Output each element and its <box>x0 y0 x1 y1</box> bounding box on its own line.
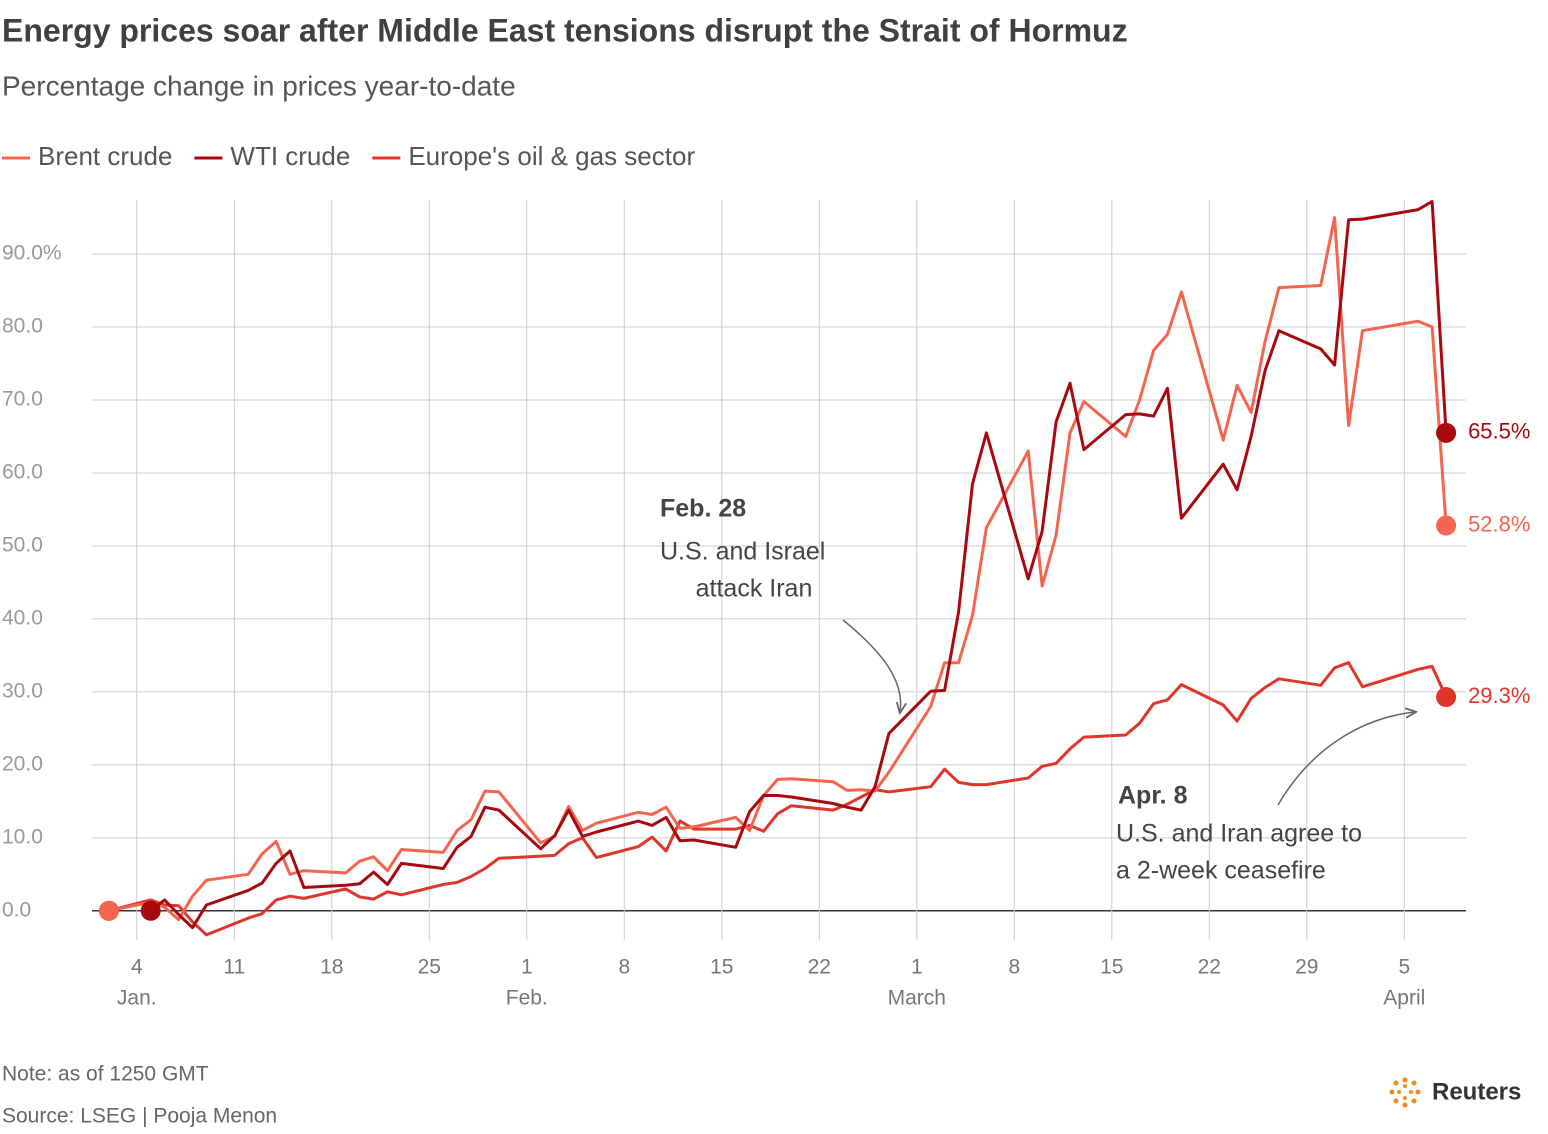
x-tick-label: 8 <box>618 956 630 979</box>
legend-label: Brent crude <box>38 141 172 171</box>
logo-icon <box>1389 1077 1421 1108</box>
annotation-title: Apr. 8 <box>1118 782 1188 810</box>
x-tick-label: 15 <box>1100 956 1123 979</box>
end-label: 65.5% <box>1468 419 1530 444</box>
annotation-title: Feb. 28 <box>660 495 746 523</box>
series-line <box>149 200 1448 930</box>
point-marker <box>1436 515 1457 536</box>
x-month-label: March <box>888 987 946 1010</box>
point-marker <box>1436 422 1457 443</box>
logo: Reuters <box>1432 1078 1521 1105</box>
x-tick-label: 5 <box>1398 956 1410 979</box>
chart-title: Energy prices soar after Middle East ten… <box>2 12 1128 48</box>
annotation-text: U.S. and Iran agree to <box>1116 820 1362 848</box>
y-tick-label: 80.0 <box>2 315 43 338</box>
note: Note: as of 1250 GMT <box>2 1063 209 1086</box>
x-tick-label: 22 <box>1198 956 1221 979</box>
y-tick-label: 90.0% <box>2 242 62 265</box>
series-line <box>108 661 1448 937</box>
chart-subtitle: Percentage change in prices year-to-date <box>2 70 516 101</box>
y-tick-label: 30.0 <box>2 679 43 702</box>
x-month-label: April <box>1383 987 1425 1010</box>
y-tick-label: 0.0 <box>2 898 31 921</box>
end-label: 29.3% <box>1468 683 1530 708</box>
x-tick-label: 4 <box>131 956 143 979</box>
y-tick-label: 40.0 <box>2 606 43 629</box>
point-marker <box>1436 687 1457 708</box>
x-tick-label: 29 <box>1295 956 1318 979</box>
y-tick-label: 10.0 <box>2 825 43 848</box>
legend-label: Europe's oil & gas sector <box>408 141 695 171</box>
y-tick-label: 70.0 <box>2 388 43 411</box>
point-marker <box>98 900 119 921</box>
x-tick-label: 25 <box>418 956 441 979</box>
point-marker <box>140 900 161 921</box>
x-tick-label: 11 <box>223 956 245 979</box>
x-tick-label: 18 <box>320 956 343 979</box>
annotation-arrow <box>842 619 901 712</box>
annotation-arrow <box>1277 712 1415 806</box>
source: Source: LSEG | Pooja Menon <box>2 1105 277 1128</box>
x-month-label: Jan. <box>117 987 157 1010</box>
plot-area <box>92 200 1466 940</box>
annotation-text: attack Iran <box>696 575 813 603</box>
annotation-text: U.S. and Israel <box>660 538 825 566</box>
series-line <box>108 216 1448 922</box>
legend-label: WTI crude <box>230 141 350 171</box>
x-tick-label: 8 <box>1008 956 1020 979</box>
x-tick-label: 22 <box>808 956 831 979</box>
y-tick-label: 50.0 <box>2 534 43 557</box>
x-tick-label: 15 <box>710 956 733 979</box>
y-tick-label: 60.0 <box>2 461 43 484</box>
x-tick-label: 1 <box>521 956 533 979</box>
y-tick-label: 20.0 <box>2 752 43 775</box>
annotation-text: a 2-week ceasefire <box>1116 857 1326 885</box>
x-tick-label: 1 <box>911 956 923 979</box>
x-month-label: Feb. <box>506 987 548 1010</box>
end-label: 52.8% <box>1468 511 1530 536</box>
